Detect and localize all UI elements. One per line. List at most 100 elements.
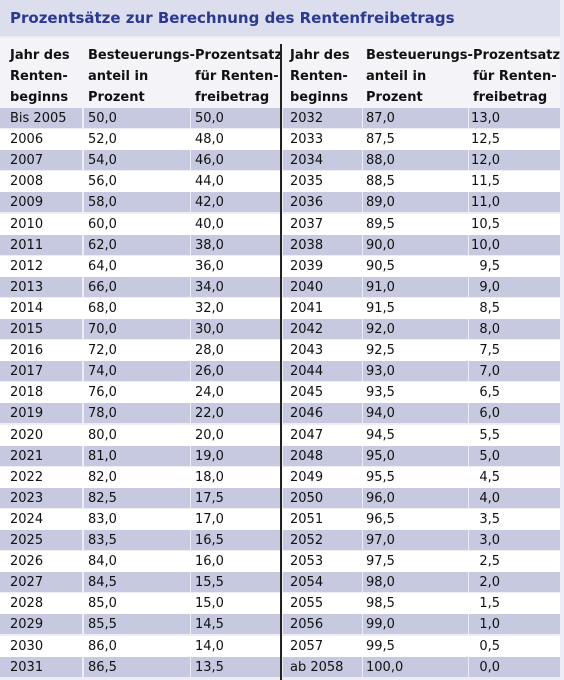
row-shade	[84, 572, 190, 593]
column-header: Jahr des	[10, 48, 70, 63]
table-cell: 88,5	[366, 174, 395, 190]
table-cell: 93,5	[366, 385, 395, 401]
row-shade	[363, 572, 468, 593]
row-shade	[469, 445, 560, 466]
row-shade	[469, 276, 560, 297]
row-shade	[283, 445, 362, 466]
row-shade	[469, 234, 560, 255]
column-header: für Renten-	[473, 69, 557, 84]
row-shade	[469, 192, 560, 213]
row-shade	[283, 572, 362, 593]
row-shade	[283, 614, 362, 635]
row-shade	[283, 403, 362, 424]
table-cell: 52,0	[88, 132, 117, 148]
table-cell: 14,0	[195, 638, 224, 654]
column-header: für Renten-	[195, 69, 279, 84]
row-shade	[469, 572, 560, 593]
table-cell: 7,0	[479, 364, 500, 380]
table-cell: 2042	[290, 322, 324, 337]
column-divider	[280, 44, 282, 680]
table-cell: 0,5	[479, 638, 500, 654]
table-cell: 44,0	[195, 174, 224, 190]
table-cell: 95,5	[366, 469, 395, 485]
table-cell: 2053	[290, 554, 324, 570]
table-cell: 50,0	[195, 111, 224, 126]
column-header: beginns	[10, 90, 69, 105]
column-header: beginns	[290, 90, 349, 105]
table-cell: 89,0	[366, 195, 395, 211]
table-cell: 2054	[290, 575, 324, 591]
row-shade	[0, 572, 82, 593]
table-cell: 97,0	[366, 533, 395, 548]
table-cell: 74,0	[88, 364, 117, 380]
table-cell: 2047	[290, 427, 324, 443]
table-cell: 87,0	[366, 111, 395, 126]
column-header: freibetrag	[195, 90, 270, 105]
row-shade	[469, 487, 560, 508]
table-cell: 2033	[290, 132, 324, 148]
table-cell: 4,5	[479, 469, 500, 485]
table-cell: 84,0	[88, 554, 117, 570]
row-shade	[469, 614, 560, 635]
table-cell: 15,0	[195, 596, 224, 612]
row-shade	[84, 656, 190, 677]
table-cell: 83,0	[88, 511, 117, 527]
table-cell: 13,5	[195, 659, 224, 675]
table-cell: 48,0	[195, 132, 224, 148]
table-cell: 3,5	[479, 511, 500, 527]
row-shade	[0, 150, 82, 171]
row-shade	[283, 108, 362, 129]
row-shade	[469, 108, 560, 129]
table-cell: 42,0	[195, 195, 224, 211]
column-header: Renten-	[10, 69, 68, 84]
column-header: Prozent	[88, 90, 145, 105]
table-cell: 98,0	[366, 575, 395, 591]
table-cell: 13,0	[471, 111, 500, 126]
row-shade	[0, 192, 82, 213]
table-cell: 2,0	[479, 575, 500, 591]
row-shade	[363, 319, 468, 340]
table-cell: 2018	[10, 385, 44, 401]
row-shade	[0, 276, 82, 297]
table-cell: 6,5	[479, 385, 500, 401]
row-shade	[469, 403, 560, 424]
row-shade	[84, 614, 190, 635]
table-cell: 2036	[290, 195, 324, 211]
table-cell: 2038	[290, 237, 324, 253]
row-shade	[363, 403, 468, 424]
row-shade	[0, 361, 82, 382]
row-shade	[84, 403, 190, 424]
table-cell: 98,5	[366, 596, 395, 612]
column-header: Prozent	[366, 90, 423, 105]
table-cell: 2011	[10, 237, 44, 253]
table-cell: 2049	[290, 469, 324, 485]
table-cell: 91,0	[366, 279, 395, 295]
row-shade	[363, 361, 468, 382]
column-header: Jahr des	[290, 48, 350, 63]
row-shade	[84, 487, 190, 508]
table-cell: 70,0	[88, 322, 117, 337]
table-cell: 2023	[10, 490, 44, 506]
table-cell: 76,0	[88, 385, 117, 401]
row-shade	[0, 108, 82, 129]
table-cell: 3,0	[479, 533, 500, 548]
table-cell: 12,5	[471, 132, 500, 148]
column-header: freibetrag	[473, 90, 548, 105]
table-cell: 87,5	[366, 132, 395, 148]
table-cell: 94,0	[366, 406, 395, 422]
table-cell: 83,5	[88, 533, 117, 548]
row-shade	[0, 614, 82, 635]
row-shade	[191, 572, 280, 593]
column-header: Prozentsatz	[195, 48, 283, 63]
table-cell: 92,5	[366, 343, 395, 359]
row-shade	[84, 445, 190, 466]
row-shade	[0, 445, 82, 466]
table-cell: 16,5	[195, 533, 224, 548]
table-cell: 16,0	[195, 554, 224, 570]
table-cell: 92,0	[366, 322, 395, 337]
row-shade	[283, 150, 362, 171]
table-cell: 50,0	[88, 111, 117, 126]
table-cell: 9,0	[479, 279, 500, 295]
row-shade	[0, 403, 82, 424]
